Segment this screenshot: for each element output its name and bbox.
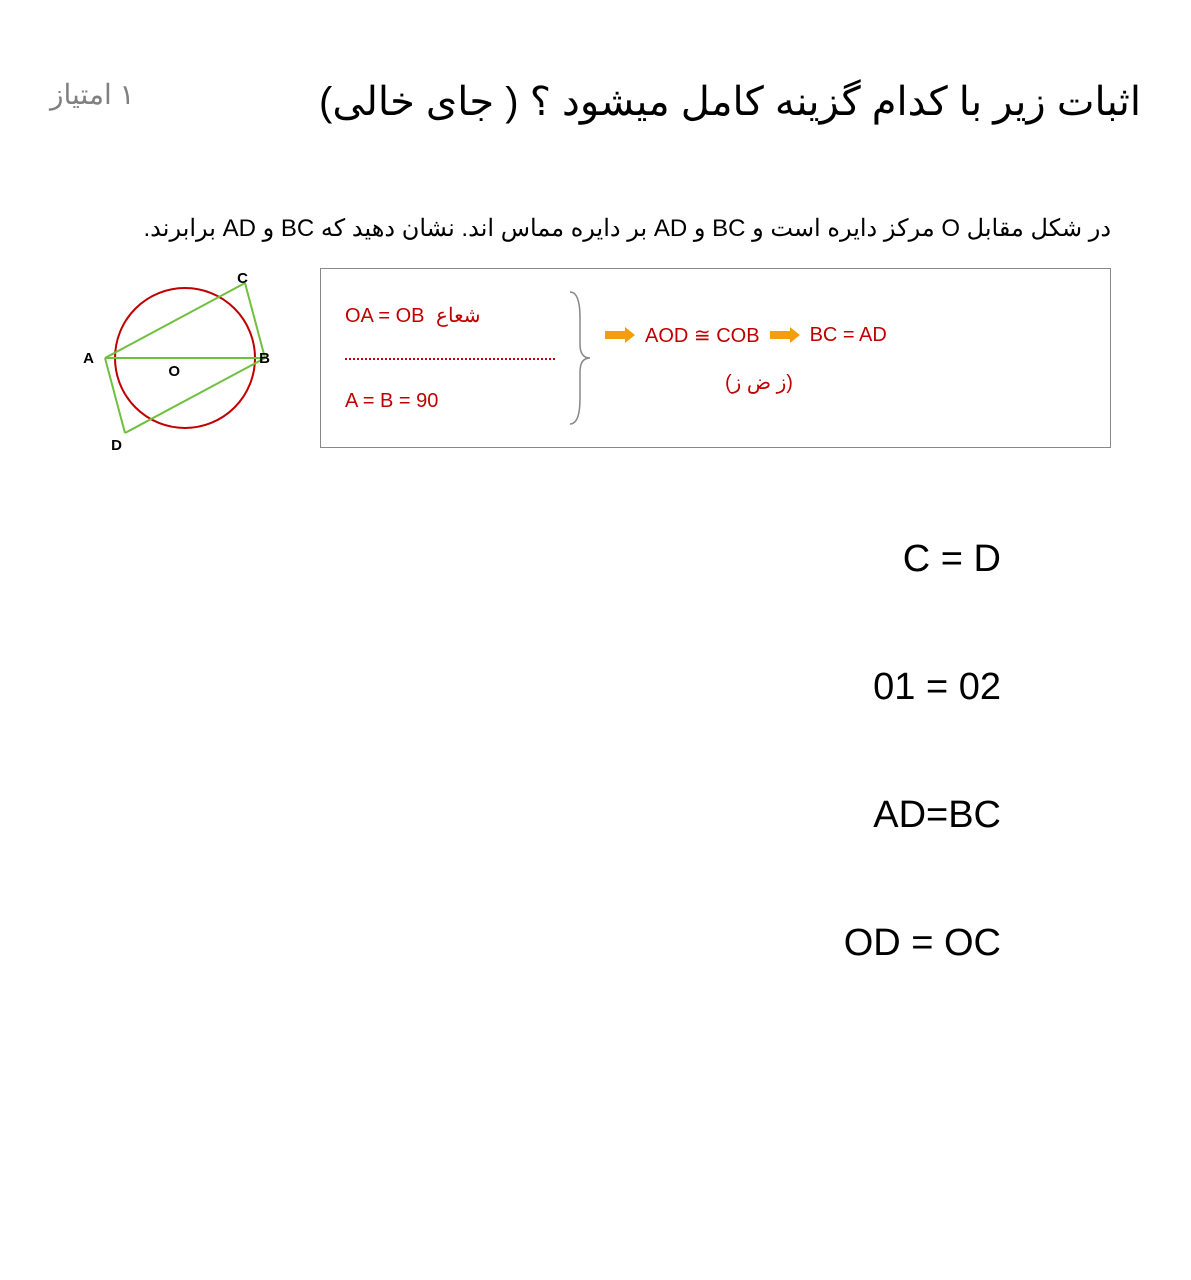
svg-text:C: C (237, 270, 248, 287)
proof-reason: (ز ض ز) (725, 370, 793, 395)
geometry-diagram: A B C D O (80, 268, 290, 468)
proof-result-2: BC = AD (810, 324, 887, 347)
question-title: اثبات زیر با کدام گزینه کامل میشود ؟ ( ج… (155, 70, 1141, 134)
option-text: AD=BC (873, 794, 1001, 837)
proof-blank-line (345, 358, 555, 360)
svg-text:A: A (83, 350, 94, 367)
proof-eq-1: OA = OB (345, 305, 424, 327)
proof-line-3: A = B = 90 (345, 390, 565, 413)
problem-statement: در شکل مقابل O مرکز دایره است و BC و AD … (50, 214, 1141, 243)
question-header: اثبات زیر با کدام گزینه کامل میشود ؟ ( ج… (50, 70, 1141, 134)
option-text: OD = OC (844, 922, 1001, 965)
proof-line-1: OA = OB شعاع (345, 303, 565, 328)
option-1[interactable]: C = D (50, 538, 1001, 581)
proof-result-row: AOD ≅ COB BC = AD (605, 322, 887, 350)
proof-conclusions: AOD ≅ COB BC = AD (ز ض ز) (595, 322, 1086, 395)
option-text: C = D (903, 538, 1001, 581)
proof-result-1: AOD ≅ COB (645, 323, 760, 348)
arrow-icon (605, 322, 635, 350)
proof-box: OA = OB شعاع A = B = 90 AOD ≅ COB BC = A… (320, 268, 1111, 448)
svg-text:O: O (168, 363, 180, 380)
proof-premises: OA = OB شعاع A = B = 90 (345, 303, 565, 413)
proof-label-1: شعاع (436, 303, 480, 328)
brace (565, 288, 595, 428)
figure-row: A B C D O OA = OB شعاع A = B = 90 (50, 268, 1141, 468)
option-2[interactable]: 01 = 02 (50, 666, 1001, 709)
arrow-icon (770, 322, 800, 350)
option-3[interactable]: AD=BC (50, 794, 1001, 837)
answer-options: C = D 01 = 02 AD=BC OD = OC (50, 538, 1141, 965)
svg-text:B: B (259, 350, 270, 367)
option-text: 01 = 02 (873, 666, 1001, 709)
option-4[interactable]: OD = OC (50, 922, 1001, 965)
question-points: ۱ امتیاز (50, 70, 135, 111)
svg-text:D: D (111, 437, 122, 454)
